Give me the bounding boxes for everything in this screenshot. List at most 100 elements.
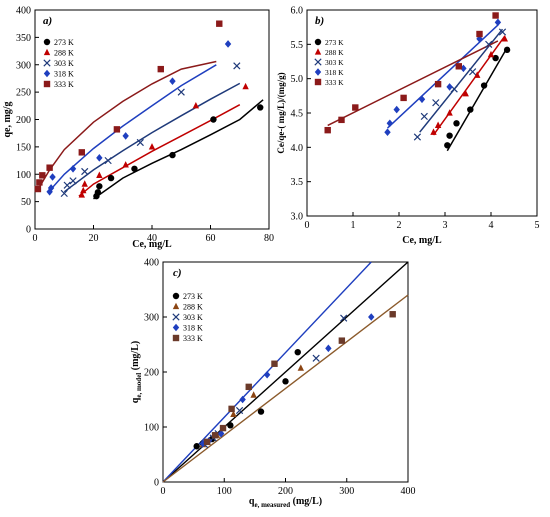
data-point <box>340 314 348 322</box>
x-tick-label: 200 <box>278 486 293 497</box>
data-point <box>444 142 451 149</box>
data-point <box>282 378 289 385</box>
data-point <box>60 189 68 198</box>
y-tick-label: 400 <box>16 6 31 17</box>
y-tick-label: 200 <box>144 368 159 379</box>
data-point <box>485 40 493 48</box>
data-point <box>294 349 301 356</box>
legend-marker <box>172 313 180 321</box>
data-point <box>36 179 43 186</box>
legend-label: 288 K <box>183 303 203 312</box>
legend-marker <box>43 59 51 67</box>
data-point <box>47 184 55 192</box>
series-333K <box>324 12 499 134</box>
data-point <box>239 395 246 404</box>
data-point <box>46 187 53 196</box>
legend-label: 333 K <box>325 78 344 87</box>
y-tick-label: 4.0 <box>291 143 304 154</box>
series-303K <box>413 28 507 141</box>
x-axis-label-unit: (mg/L) <box>290 496 322 507</box>
x-tick-label: 5 <box>535 220 540 231</box>
data-point <box>455 63 462 70</box>
data-point <box>136 138 144 147</box>
legend-marker <box>172 334 180 342</box>
x-tick-label: 0 <box>305 220 310 231</box>
y-axis-label: Ce/qe-( mg/L)/(mg/g) <box>276 72 286 153</box>
panel-label: a) <box>43 15 52 27</box>
y-tick-label: 50 <box>21 197 31 208</box>
x-tick-label: 20 <box>89 233 99 244</box>
x-axis-label-sub: e, measured <box>254 501 290 509</box>
data-point <box>107 174 115 182</box>
data-point <box>211 432 219 439</box>
data-point <box>113 126 121 133</box>
data-point <box>80 186 87 194</box>
data-point <box>389 311 396 318</box>
data-point <box>476 30 483 38</box>
series-288K <box>78 82 249 198</box>
data-point <box>257 408 265 415</box>
fit-line-303K <box>419 28 504 133</box>
data-point <box>324 126 331 134</box>
x-tick-label: 400 <box>401 486 416 497</box>
y-axis-label-sub: e, model <box>135 373 143 398</box>
data-point <box>157 65 164 73</box>
data-point <box>224 40 232 48</box>
data-point <box>468 68 477 76</box>
data-point <box>494 18 502 27</box>
y-tick-label: 250 <box>16 88 31 99</box>
data-point <box>81 167 89 176</box>
data-point <box>104 156 112 165</box>
legend-label: 318 K <box>54 70 74 79</box>
y-tick-label: 3.5 <box>291 177 304 188</box>
data-point <box>34 185 42 193</box>
legend-label: 288 K <box>54 49 74 58</box>
data-point <box>242 82 249 90</box>
y-axis-label-unit: (mg/L) <box>130 341 141 373</box>
x-axis-label: Ce, mg/L <box>402 235 442 246</box>
legend-marker <box>314 48 322 55</box>
legend-marker <box>43 38 51 46</box>
fit-line-318K <box>49 64 217 192</box>
panel-label: c) <box>173 267 182 279</box>
x-axis-label: qe, measured (mg/L) <box>249 496 322 509</box>
data-point <box>257 104 264 111</box>
data-point <box>96 171 103 178</box>
data-point <box>384 128 391 137</box>
data-point <box>386 119 393 128</box>
legend-label: 333 K <box>183 334 203 343</box>
y-tick-label: 5.0 <box>291 74 304 85</box>
series-288K <box>430 35 508 135</box>
reference-line-3 <box>162 294 409 483</box>
data-point <box>94 189 102 196</box>
data-point <box>487 50 495 58</box>
fit-line-333K <box>327 40 499 127</box>
y-tick-label: 100 <box>16 170 31 181</box>
legend-marker <box>43 69 51 78</box>
data-point <box>480 82 488 89</box>
data-point <box>393 105 400 114</box>
data-point <box>245 383 252 391</box>
x-tick-label: 3 <box>443 220 448 231</box>
data-point <box>503 46 511 54</box>
y-tick-label: 5.5 <box>291 40 304 51</box>
fit-line-273K <box>93 99 264 200</box>
y-tick-label: 300 <box>144 313 159 324</box>
data-point <box>413 133 422 141</box>
y-tick-label: 400 <box>144 258 159 269</box>
fit-line-273K <box>446 47 508 152</box>
y-axis-label: qe, model (mg/L) <box>130 341 143 403</box>
x-tick-label: 300 <box>339 486 354 497</box>
data-point <box>148 143 156 150</box>
legend-marker <box>43 48 51 56</box>
data-point <box>228 405 235 413</box>
x-tick-label: 80 <box>264 233 274 244</box>
legend-marker <box>314 68 322 76</box>
data-point <box>434 121 442 128</box>
legend-marker <box>314 58 322 66</box>
data-point <box>271 360 278 367</box>
data-point <box>368 313 375 321</box>
legend-marker <box>314 38 322 46</box>
data-point <box>39 172 46 179</box>
